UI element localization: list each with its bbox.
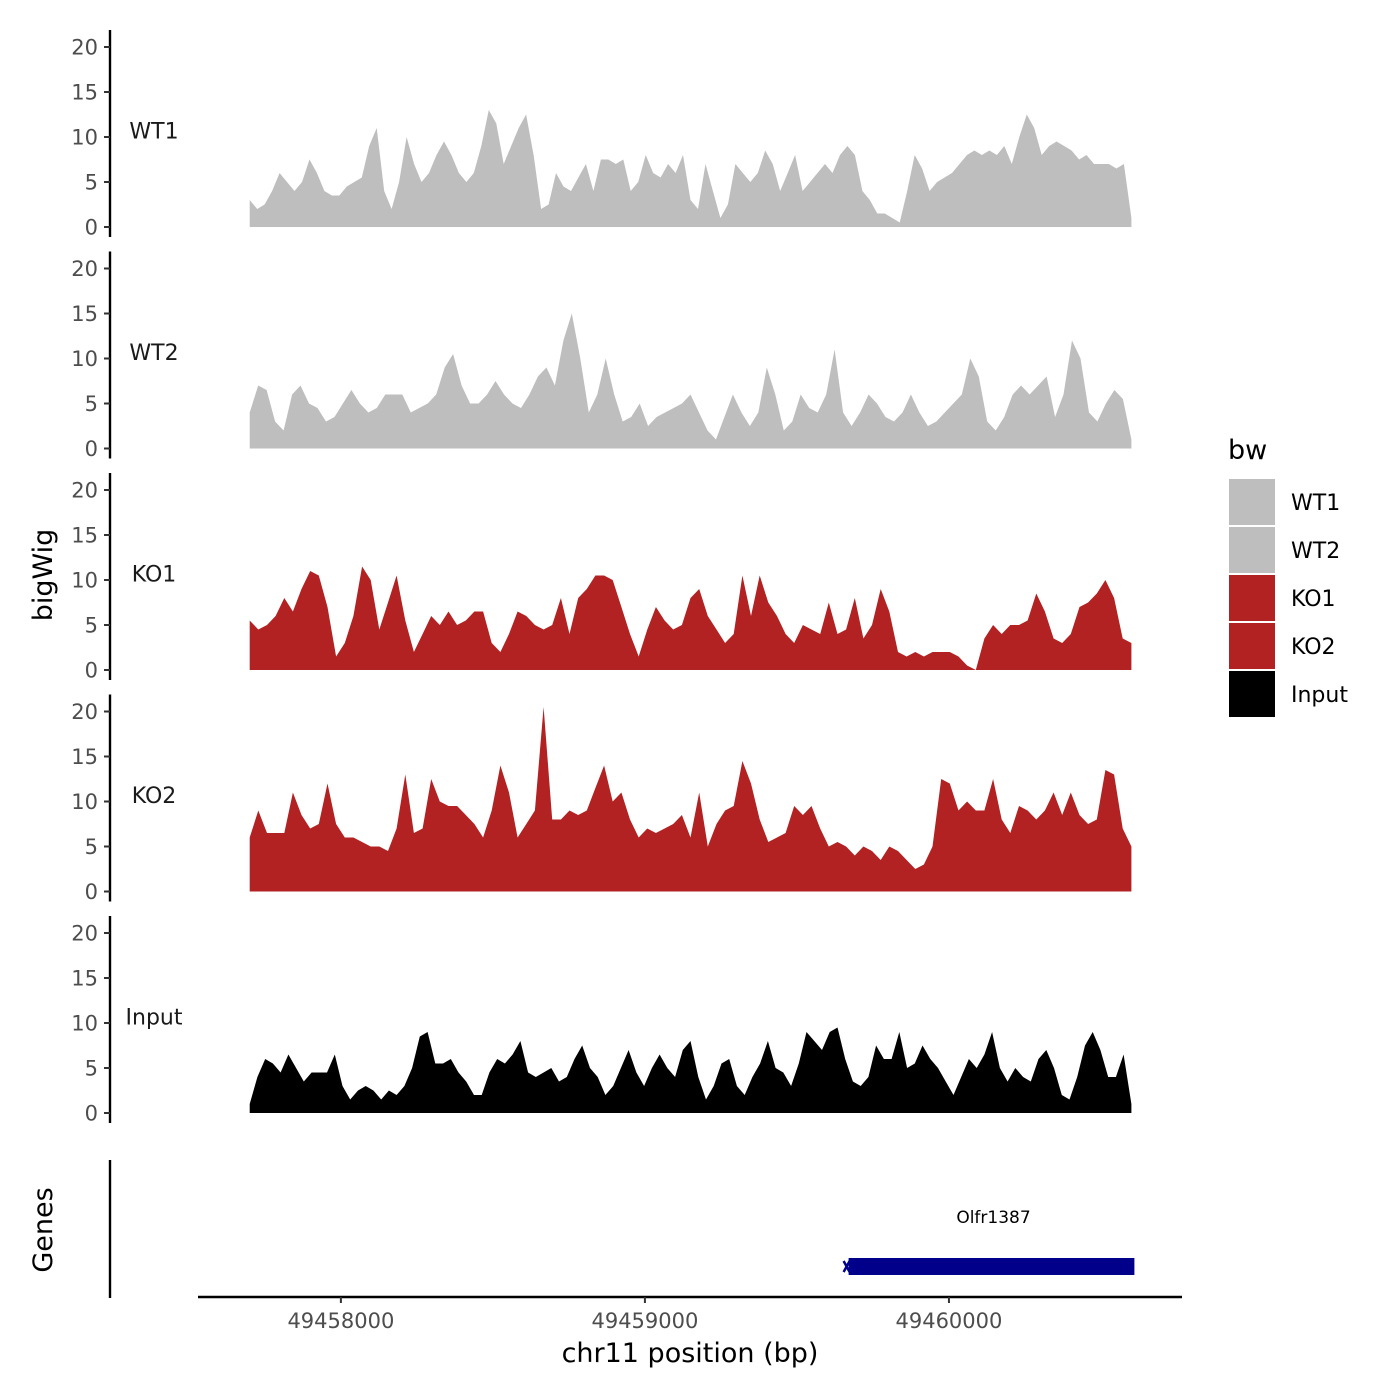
y-tick-label: 10 [71, 569, 98, 593]
legend-title: bw [1228, 435, 1267, 466]
y-tick-label: 20 [71, 922, 98, 946]
legend-key-wt1 [1229, 479, 1275, 525]
legend: bw WT1 WT2 KO1 KO2 Input [1228, 435, 1348, 717]
legend-key-wt2 [1229, 527, 1275, 573]
legend-label-input: Input [1291, 683, 1348, 708]
y-axis-title: bigWig [28, 529, 59, 622]
x-tick-label: 49460000 [895, 1309, 1002, 1333]
y-tick-label: 0 [85, 880, 98, 904]
signal-area-input [249, 1027, 1132, 1113]
legend-label-wt1: WT1 [1291, 491, 1340, 516]
track-wt1: 0 5 10 15 20 WT1 [71, 30, 1132, 240]
y-tick-label: 15 [71, 524, 98, 548]
y-tick-label: 0 [85, 437, 98, 461]
signal-area-ko1 [249, 566, 1132, 670]
y-tick-label: 20 [71, 36, 98, 60]
y-tick-label: 10 [71, 1012, 98, 1036]
legend-label-wt2: WT2 [1291, 539, 1340, 564]
genes-panel-title: Genes [28, 1187, 59, 1272]
x-tick-label: 49459000 [591, 1309, 698, 1333]
y-tick-label: 5 [85, 392, 98, 416]
genes-panel: Olfr1387 [108, 1160, 1135, 1298]
track-ko2: 0 5 10 15 20 KO2 [71, 694, 1132, 904]
y-tick-label: 15 [71, 81, 98, 105]
y-tick-label: 15 [71, 745, 98, 769]
legend-key-ko2 [1229, 623, 1275, 669]
x-axis-title: chr11 position (bp) [562, 1338, 819, 1369]
gene-strand-marker [842, 1260, 851, 1273]
y-tick-label: 20 [71, 700, 98, 724]
y-tick-label: 15 [71, 967, 98, 991]
legend-key-input [1229, 671, 1275, 717]
y-tick-label: 5 [85, 171, 98, 195]
legend-label-ko1: KO1 [1291, 587, 1336, 612]
track-label-wt1: WT1 [129, 120, 178, 145]
y-tick-label: 10 [71, 790, 98, 814]
legend-key-ko1 [1229, 575, 1275, 621]
y-tick-label: 5 [85, 835, 98, 859]
y-tick-label: 0 [85, 216, 98, 240]
y-tick-label: 20 [71, 257, 98, 281]
y-tick-label: 20 [71, 479, 98, 503]
track-input: 0 5 10 15 20 Input [71, 916, 1132, 1126]
track-ko1: 0 5 10 15 20 KO1 [71, 473, 1132, 683]
track-label-ko2: KO2 [132, 784, 177, 809]
x-tick-label: 49458000 [287, 1309, 394, 1333]
y-tick-label: 0 [85, 659, 98, 683]
track-label-input: Input [126, 1006, 183, 1031]
x-axis: 49458000 49459000 49460000 [198, 1295, 1182, 1333]
y-tick-label: 10 [71, 126, 98, 150]
track-label-wt2: WT2 [129, 341, 178, 366]
gene-label-olfr1387: Olfr1387 [956, 1208, 1030, 1228]
legend-label-ko2: KO2 [1291, 635, 1336, 660]
track-wt2: 0 5 10 15 20 WT2 [71, 251, 1132, 461]
y-tick-label: 10 [71, 347, 98, 371]
track-label-ko1: KO1 [132, 563, 177, 588]
y-tick-label: 15 [71, 302, 98, 326]
signal-area-ko2 [249, 707, 1132, 892]
y-tick-label: 5 [85, 1057, 98, 1081]
y-tick-label: 0 [85, 1102, 98, 1126]
gene-body-olfr1387 [848, 1258, 1135, 1275]
y-tick-label: 5 [85, 614, 98, 638]
signal-area-wt1 [249, 110, 1132, 227]
signal-area-wt2 [249, 313, 1132, 449]
tracks-layer: 0 5 10 15 20 WT1 0 5 10 15 20 WT2 0 5 10 15 20 KO1 0 5 10 15 2… [71, 30, 1132, 1126]
